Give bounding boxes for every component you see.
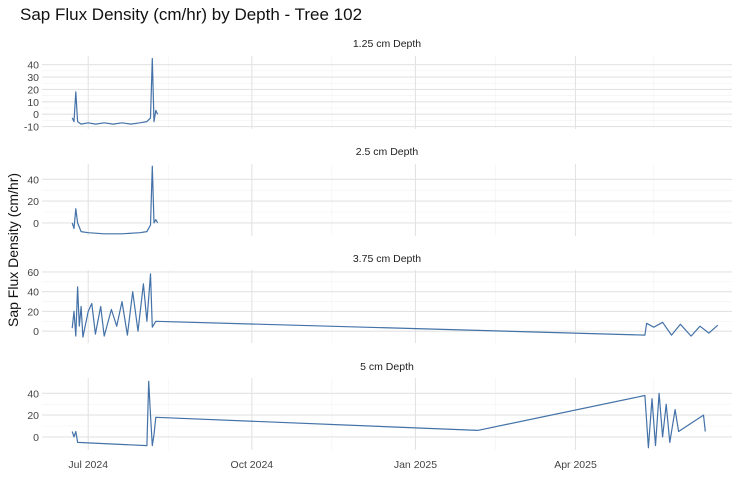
series-line	[71, 273, 719, 338]
chart-title: Sap Flux Density (cm/hr) by Depth - Tree…	[20, 5, 362, 24]
y-tick-label: 20	[27, 84, 39, 96]
series-line	[71, 165, 159, 235]
series-line	[71, 57, 159, 125]
panel-strip-label: 5 cm Depth	[360, 361, 414, 373]
y-tick-label: -10	[24, 122, 39, 134]
y-tick-label: 0	[33, 218, 39, 230]
y-tick-label: 10	[27, 97, 39, 109]
panel-strip-label: 2.5 cm Depth	[356, 146, 419, 158]
x-tick-label: Jul 2024	[68, 459, 108, 471]
x-tick-label: Apr 2025	[554, 459, 597, 471]
panel-strip-label: 1.25 cm Depth	[353, 38, 421, 50]
y-tick-label: 60	[27, 267, 39, 279]
y-tick-label: 40	[27, 60, 39, 72]
y-tick-label: 40	[27, 287, 39, 299]
y-tick-label: 40	[27, 174, 39, 186]
y-tick-label: 30	[27, 72, 39, 84]
y-tick-label: 0	[33, 432, 39, 444]
x-tick-label: Jan 2025	[394, 459, 437, 471]
y-axis-label: Sap Flux Density (cm/hr)	[5, 173, 21, 327]
y-tick-label: 40	[27, 388, 39, 400]
y-tick-label: 0	[33, 109, 39, 121]
series-line	[71, 380, 706, 449]
y-tick-label: 20	[27, 306, 39, 318]
y-tick-label: 20	[27, 410, 39, 422]
x-tick-label: Oct 2024	[231, 459, 274, 471]
y-tick-label: 0	[33, 326, 39, 338]
y-tick-label: 20	[27, 196, 39, 208]
panel-strip-label: 3.75 cm Depth	[353, 253, 421, 265]
